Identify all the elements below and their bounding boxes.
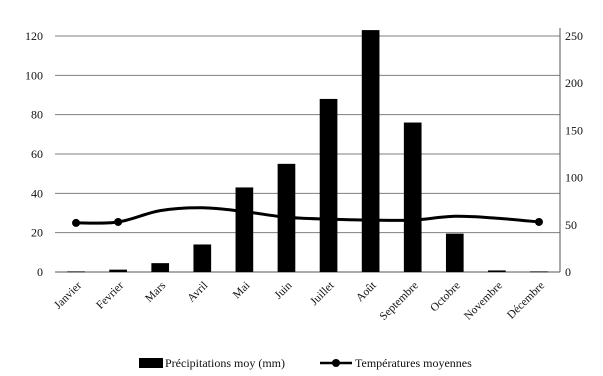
x-category-label: Juin — [273, 279, 295, 301]
x-category-label: Septembre — [378, 280, 421, 323]
temperature-point — [534, 217, 543, 226]
y-right-tick-label: 200 — [565, 76, 583, 90]
legend-label-temperature: Températures moyennes — [355, 356, 472, 370]
x-category-label: Novembre — [462, 280, 505, 323]
bar-precipitation — [403, 122, 422, 273]
legend-label-precipitation: Précipitations moy (mm) — [165, 356, 285, 370]
x-category-label: Janvier — [52, 280, 84, 312]
temperature-point — [114, 217, 123, 226]
y-right-tick-label: 100 — [565, 171, 583, 185]
bar-precipitation — [361, 30, 380, 272]
x-category-label: Mai — [231, 280, 253, 302]
bar-precipitation — [151, 263, 170, 272]
x-category-label: Fevrier — [94, 280, 126, 312]
y-right-tick-label: 0 — [565, 265, 571, 279]
x-category-label: Juillet — [308, 279, 337, 308]
x-category-label: Décembre — [505, 280, 547, 322]
bar-precipitation — [235, 187, 254, 272]
y-left-tick-label: 100 — [25, 68, 43, 82]
y-left-tick-label: 80 — [31, 108, 43, 122]
bar-precipitation — [445, 233, 464, 272]
y-right-tick-label: 250 — [565, 29, 583, 43]
x-category-label: Août — [354, 279, 379, 304]
y-left-tick-label: 120 — [25, 29, 43, 43]
bar-precipitation — [109, 269, 127, 272]
temperature-point — [72, 218, 81, 227]
y-left-tick-label: 0 — [37, 265, 43, 279]
y-right-tick-label: 150 — [565, 123, 583, 137]
bar-precipitation — [319, 98, 338, 272]
legend-marker-temperature — [332, 359, 340, 367]
y-left-tick-label: 20 — [31, 226, 43, 240]
x-category-label: Octobre — [428, 280, 463, 315]
legend-swatch-precipitation — [139, 358, 163, 368]
bar-precipitation — [530, 271, 548, 273]
temperature-line — [76, 206, 540, 225]
y-left-tick-label: 40 — [31, 186, 43, 200]
bar-precipitation — [193, 244, 212, 272]
bar-precipitation — [488, 270, 506, 272]
bar-precipitation — [67, 271, 85, 273]
y-left-tick-label: 60 — [31, 147, 43, 161]
x-category-label: Avril — [185, 280, 210, 305]
x-category-label: Mars — [143, 279, 169, 305]
y-right-tick-label: 50 — [565, 218, 577, 232]
